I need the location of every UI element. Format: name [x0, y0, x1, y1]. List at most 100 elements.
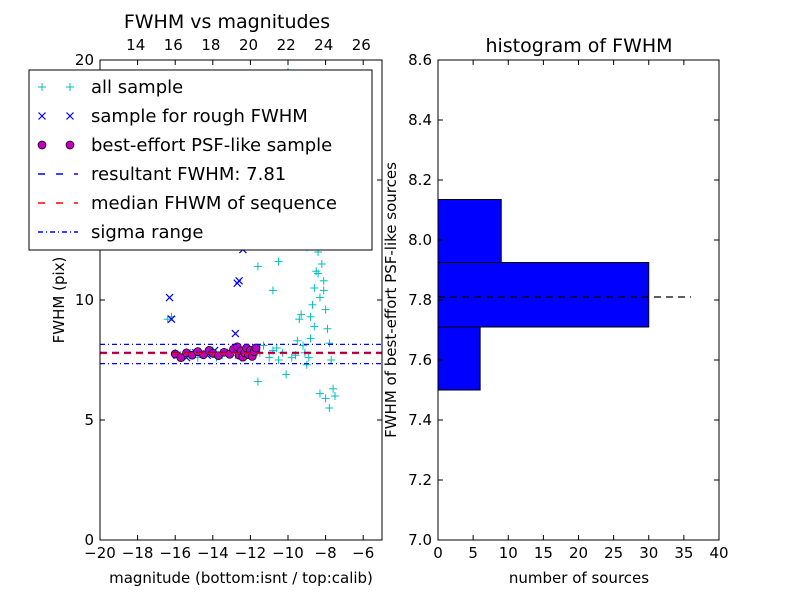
scatter-point-0-46 — [317, 260, 326, 268]
histogram-x-tick-label: 15 — [534, 544, 553, 562]
scatter-point-0-40 — [306, 334, 315, 343]
scatter-y-label: FWHM (pix) — [50, 257, 68, 344]
legend-entry-0: all sample — [38, 77, 183, 98]
scatter-point-0-22 — [259, 341, 268, 350]
scatter-point-0-72 — [319, 276, 328, 285]
histogram-bars — [437, 199, 650, 391]
legend-label: median FHWM of sequence — [91, 193, 337, 214]
scatter-point-2-1 — [176, 353, 186, 362]
legend-label: resultant FWHM: 7.81 — [91, 164, 286, 185]
histogram-x-tick-label: 5 — [468, 544, 478, 562]
scatter-point-0-39 — [304, 353, 313, 362]
histogram-bar-2 — [437, 199, 502, 263]
histogram-x-tick-label: 0 — [433, 544, 443, 562]
scatter-point-0-23 — [265, 353, 274, 362]
scatter-point-0-33 — [295, 315, 304, 324]
scatter-y-tick-label: 20 — [75, 51, 94, 69]
histogram-y-tick-label: 8.0 — [408, 231, 432, 249]
scatter-point-0-32 — [293, 336, 302, 345]
scatter-point-2-22 — [251, 343, 261, 353]
scatter-x-tick-label: −10 — [272, 544, 304, 562]
scatter-point-0-26 — [274, 356, 283, 364]
scatter-point-0-48 — [321, 305, 330, 314]
legend-marker-swatch — [66, 112, 74, 120]
legend-label: sample for rough FWHM — [91, 106, 308, 127]
histogram-x-tick-label: 10 — [499, 544, 518, 562]
legend-label: sigma range — [91, 222, 203, 243]
legend-box — [28, 69, 373, 251]
scatter-point-0-37 — [302, 360, 311, 369]
scatter-top-tick-label: 22 — [277, 36, 296, 54]
histogram-x-tick-label: 35 — [674, 544, 693, 562]
scatter-point-0-54 — [315, 389, 324, 398]
scatter-point-1-8 — [231, 329, 240, 338]
histogram-x-tick-label: 25 — [604, 544, 623, 562]
scatter-point-0-52 — [329, 384, 338, 393]
histogram-y-tick-label: 7.2 — [408, 471, 432, 489]
scatter-point-0-42 — [310, 284, 319, 292]
histogram-y-tick-label: 7.4 — [408, 411, 432, 429]
scatter-y-tick-label: 0 — [84, 531, 94, 549]
histogram-y-tick-label: 8.6 — [408, 51, 432, 69]
histogram-y-tick-label: 8.4 — [408, 111, 432, 129]
histogram-x-tick-label: 20 — [569, 544, 588, 562]
histogram-x-tick-label: 30 — [639, 544, 658, 562]
scatter-x-tick-label: −16 — [159, 544, 191, 562]
scatter-x-ticks: −20 −18 −16 −14 −12 −10 −8 −6 — [84, 60, 374, 562]
scatter-top-tick-label: 14 — [126, 36, 145, 54]
legend-entry-5: sigma range — [38, 222, 203, 243]
scatter-x-label: magnitude (bottom:isnt / top:calib) — [109, 569, 373, 587]
legend-entry-4: median FHWM of sequence — [38, 193, 337, 214]
legend-marker-swatch — [38, 83, 46, 91]
scatter-point-1-10 — [235, 276, 244, 285]
legend-marker-swatch — [65, 140, 75, 150]
legend-marker-swatch — [66, 83, 74, 91]
scatter-point-0-73 — [314, 269, 323, 278]
scatter-point-0-64 — [274, 257, 283, 266]
histogram-y-label: FWHM of best-effort PSF-like sources — [382, 162, 400, 438]
scatter-point-0-70 — [306, 312, 315, 321]
scatter-point-0-34 — [297, 310, 306, 319]
scatter-top-tick-label: 18 — [201, 36, 220, 54]
scatter-point-0-20 — [253, 377, 262, 386]
histogram-x-ticks: 0 5 10 15 20 25 30 35 40 — [433, 60, 729, 562]
histogram-x-tick-label: 40 — [709, 544, 728, 562]
scatter-y-tick-label: 10 — [75, 291, 94, 309]
scatter-point-0-56 — [325, 404, 334, 412]
histogram-y-tick-label: 7.6 — [408, 351, 432, 369]
histogram-panel: 0 5 10 15 20 25 30 35 40 7.0 7.2 7.4 7.6 7.8 8.0 8.2 8.… — [382, 35, 729, 587]
scatter-point-0-53 — [331, 392, 339, 400]
scatter-point-0-35 — [299, 341, 308, 350]
scatter-point-0-51 — [327, 356, 336, 364]
scatter-top-tick-label: 26 — [352, 36, 371, 54]
scatter-legend: all sample sample for rough FWHM best-effo… — [28, 69, 373, 251]
scatter-point-0-49 — [323, 324, 332, 333]
scatter-point-0-69 — [310, 322, 319, 331]
histogram-y-tick-label: 7.8 — [408, 291, 432, 309]
histogram-y-tick-label: 8.2 — [408, 171, 432, 189]
legend-entry-2: best-effort PSF-like sample — [37, 135, 332, 156]
scatter-top-ticks: 14 16 18 20 22 24 26 — [126, 36, 371, 54]
histogram-y-ticks: 7.0 7.2 7.4 7.6 7.8 8.0 8.2 8.4 8.6 — [408, 51, 719, 549]
legend-marker-swatch — [38, 112, 46, 120]
scatter-series-group — [163, 68, 339, 412]
histogram-x-label: number of sources — [509, 569, 649, 587]
scatter-point-0-50 — [325, 339, 334, 348]
scatter-top-tick-label: 24 — [314, 36, 333, 54]
scatter-point-1-1 — [167, 315, 176, 324]
histogram-bar-0 — [437, 326, 481, 391]
reference-lines — [100, 343, 382, 365]
scatter-point-0-25 — [272, 344, 281, 352]
scatter-x-tick-label: −8 — [315, 544, 337, 562]
scatter-x-tick-label: −6 — [352, 544, 374, 562]
scatter-top-tick-label: 16 — [164, 36, 183, 54]
legend-label: all sample — [91, 77, 183, 98]
scatter-point-1-0 — [165, 293, 174, 302]
legend-marker-swatch — [37, 140, 47, 150]
scatter-top-tick-label: 20 — [239, 36, 258, 54]
scatter-point-0-66 — [253, 262, 262, 271]
legend-entry-3: resultant FWHM: 7.81 — [38, 164, 286, 185]
scatter-point-0-41 — [308, 300, 317, 309]
scatter-y-tick-label: 5 — [84, 411, 94, 429]
